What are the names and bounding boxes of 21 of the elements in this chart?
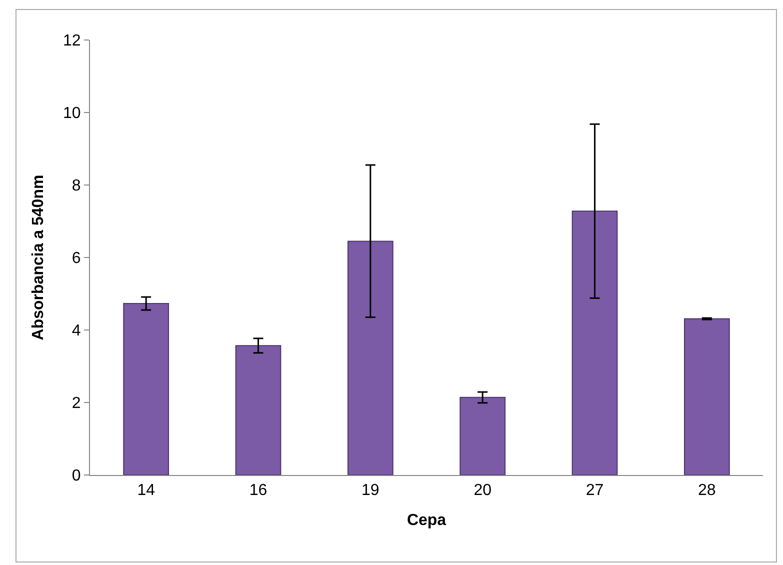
y-tick-label: 2 (72, 395, 81, 412)
x-tick-label: 28 (698, 482, 716, 500)
x-tick-label: 14 (137, 482, 156, 500)
x-tick-label: 19 (362, 482, 380, 500)
x-tick-label: 20 (474, 482, 492, 500)
bar (235, 345, 282, 475)
x-tick-label: 27 (586, 482, 604, 500)
bar (460, 396, 506, 475)
y-axis-title: Absorbancia a 540nm (30, 174, 47, 340)
bar (684, 318, 730, 475)
bar (347, 240, 394, 475)
y-tick-label: 0 (72, 468, 81, 485)
y-tick-label: 10 (63, 105, 81, 122)
bar (123, 303, 170, 475)
x-tick-label: 16 (249, 482, 268, 500)
y-tick-label: 4 (72, 322, 81, 340)
x-axis-title: Cepa (406, 512, 446, 529)
y-tick-label: 12 (63, 32, 81, 50)
bar (572, 210, 618, 475)
y-tick-label: 6 (72, 250, 81, 268)
y-tick-label: 8 (72, 178, 81, 195)
